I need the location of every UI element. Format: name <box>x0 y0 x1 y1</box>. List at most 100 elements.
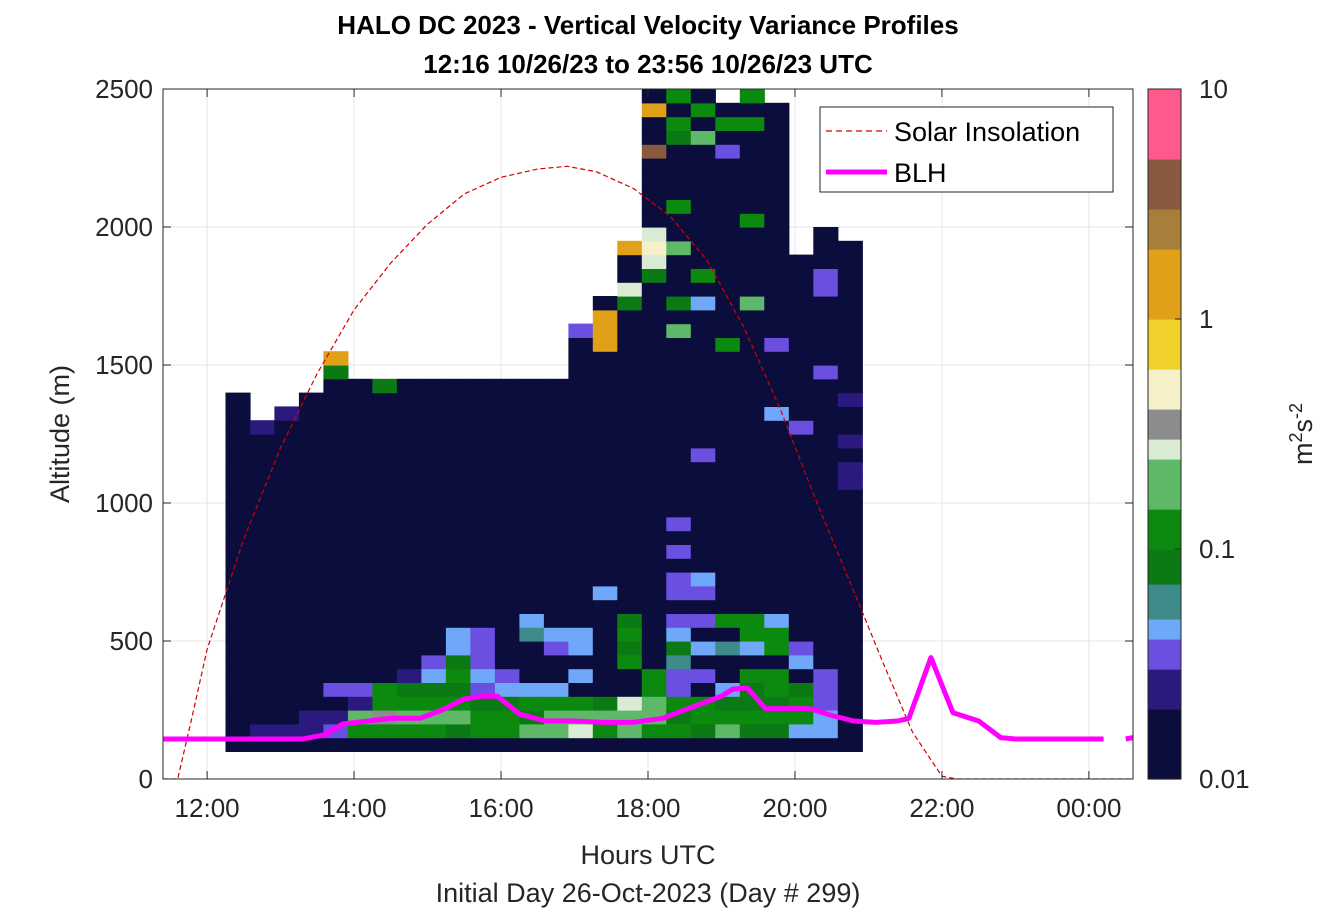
heatmap-cell <box>764 309 790 325</box>
heatmap-cell <box>715 337 741 352</box>
colorbar-segment <box>1148 689 1181 695</box>
heatmap-cell <box>764 420 790 435</box>
colorbar-segment <box>1148 424 1181 430</box>
heatmap-cell <box>764 489 790 504</box>
colorbar-segment <box>1148 594 1181 600</box>
heatmap-cell <box>813 337 839 352</box>
heatmap-cell <box>396 723 422 739</box>
heatmap-cell <box>470 447 496 463</box>
heatmap-cell <box>445 516 471 532</box>
heatmap-cell <box>813 309 839 325</box>
heatmap-cell <box>813 599 839 614</box>
heatmap-cell <box>788 613 814 628</box>
colorbar-segment <box>1148 499 1181 505</box>
colorbar-segment <box>1148 344 1181 350</box>
heatmap-cell <box>543 516 569 532</box>
heatmap-cell <box>568 420 594 435</box>
heatmap-cell <box>641 323 667 338</box>
heatmap-cell <box>813 723 839 739</box>
heatmap-cell <box>837 296 863 311</box>
heatmap-cell <box>421 737 447 752</box>
colorbar-segment <box>1148 484 1181 490</box>
heatmap-cell <box>764 723 790 739</box>
heatmap-cell <box>470 599 496 614</box>
heatmap-cell <box>470 710 496 725</box>
heatmap-cell <box>347 406 373 421</box>
heatmap-cell <box>592 461 618 476</box>
heatmap-cell <box>837 516 863 532</box>
series-line-blh <box>163 655 1104 742</box>
heatmap-cell <box>641 254 667 269</box>
heatmap-cell <box>788 392 814 407</box>
colorbar-segment <box>1148 754 1181 760</box>
heatmap-cell <box>470 668 496 683</box>
heatmap-cell <box>494 654 520 670</box>
heatmap-cell <box>568 351 594 366</box>
heatmap-cell <box>715 365 741 380</box>
heatmap-cell <box>764 116 790 131</box>
heatmap-cell <box>690 558 716 573</box>
heatmap-cell <box>715 696 741 711</box>
heatmap-cell <box>396 544 422 559</box>
heatmap-cell <box>617 475 643 490</box>
heatmap-cell <box>739 585 765 601</box>
heatmap-cell <box>396 475 422 490</box>
heatmap-cell <box>837 268 863 283</box>
heatmap-cell <box>764 530 790 545</box>
colorbar-segment <box>1148 669 1181 675</box>
heatmap-cell <box>372 723 398 739</box>
heatmap-cell <box>788 406 814 421</box>
heatmap-cell <box>666 130 692 145</box>
heatmap-cell <box>323 420 349 435</box>
heatmap-cell <box>445 682 471 697</box>
heatmap-cell <box>764 392 790 407</box>
heatmap-cell <box>519 737 545 752</box>
heatmap-cell <box>323 461 349 476</box>
y-tick-label: 2500 <box>95 74 153 104</box>
heatmap-cell <box>470 613 496 628</box>
heatmap-cell <box>666 503 692 518</box>
y-tick-label: 1000 <box>95 488 153 518</box>
heatmap-cell <box>715 406 741 421</box>
colorbar-segment <box>1148 334 1181 340</box>
heatmap-cell <box>617 613 643 628</box>
heatmap-cell <box>298 516 324 532</box>
heatmap-cell <box>739 710 765 725</box>
heatmap-cell <box>568 378 594 394</box>
heatmap-cell <box>715 378 741 394</box>
heatmap-cell <box>372 420 398 435</box>
heatmap-cell <box>274 447 300 463</box>
colorbar-segment <box>1148 359 1181 365</box>
heatmap-cell <box>764 406 790 421</box>
heatmap-cell <box>739 213 765 228</box>
heatmap-cell <box>788 682 814 697</box>
heatmap-cell <box>225 627 251 642</box>
colorbar-segment <box>1148 474 1181 480</box>
heatmap-cell <box>519 723 545 739</box>
heatmap-cell <box>323 378 349 394</box>
heatmap-cell <box>323 613 349 628</box>
heatmap-cell <box>592 447 618 463</box>
heatmap-cell <box>739 544 765 559</box>
heatmap-cell <box>250 489 276 504</box>
heatmap-cell <box>494 599 520 614</box>
heatmap-cell <box>739 102 765 118</box>
heatmap-cell <box>298 434 324 449</box>
heatmap-cell <box>298 544 324 559</box>
colorbar-segment <box>1148 159 1181 165</box>
heatmap-cell <box>666 572 692 587</box>
heatmap-cell <box>641 682 667 697</box>
heatmap-cell <box>421 627 447 642</box>
heatmap-cell <box>445 613 471 628</box>
colorbar-segment <box>1148 494 1181 500</box>
heatmap-cell <box>543 392 569 407</box>
heatmap-cell <box>690 130 716 145</box>
heatmap-cell <box>470 627 496 642</box>
heatmap-cell <box>372 544 398 559</box>
heatmap-cell <box>837 351 863 366</box>
heatmap-cell <box>568 572 594 587</box>
heatmap-cell <box>641 378 667 394</box>
heatmap-cell <box>739 558 765 573</box>
heatmap-cell <box>837 282 863 297</box>
heatmap-cell <box>666 447 692 463</box>
